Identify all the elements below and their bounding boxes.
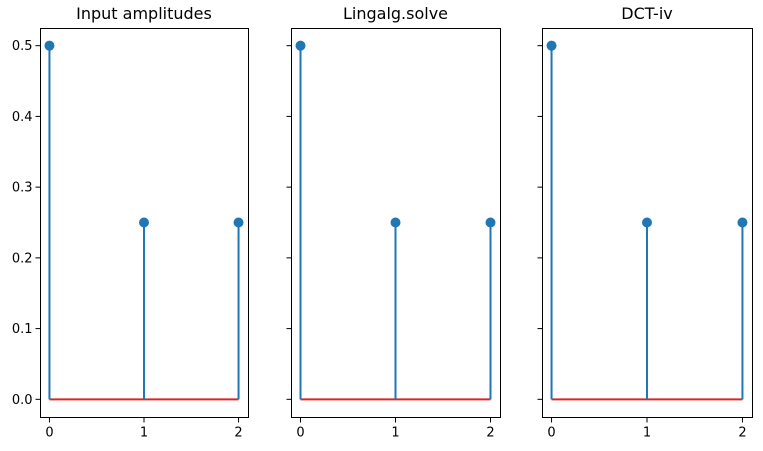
x-tick-label: 1 bbox=[391, 426, 399, 441]
y-tick-label: 0.3 bbox=[12, 181, 33, 196]
stem-marker-2 bbox=[485, 217, 496, 228]
axes-2: Lingalg.solve 0 1 2 bbox=[286, 4, 501, 441]
axes-title: DCT-iv bbox=[621, 4, 672, 23]
axes-1: Input amplitudes 0 1 2 0.0 0.1 0.2 0.3 0.4 0.5 bbox=[12, 4, 249, 441]
x-tick-label: 0 bbox=[45, 426, 53, 441]
y-tick-label: 0.1 bbox=[12, 322, 33, 337]
stem-marker-0 bbox=[546, 40, 557, 51]
y-tick-label: 0.4 bbox=[12, 110, 33, 125]
stem-marker-1 bbox=[642, 217, 652, 228]
y-tick-label: 0.2 bbox=[12, 251, 33, 266]
stem-marker-1 bbox=[139, 217, 149, 228]
x-tick-label: 1 bbox=[643, 426, 651, 441]
axes-title: Input amplitudes bbox=[76, 4, 212, 23]
y-tick-label: 0.0 bbox=[12, 393, 33, 408]
stem-marker-0 bbox=[44, 40, 55, 51]
stem-marker-2 bbox=[737, 217, 748, 228]
stem-marker-0 bbox=[295, 40, 306, 51]
x-tick-label: 0 bbox=[296, 426, 304, 441]
axes-title: Lingalg.solve bbox=[343, 4, 448, 23]
stem-marker-2 bbox=[233, 217, 244, 228]
x-tick-label: 1 bbox=[140, 426, 148, 441]
axes-container: Input amplitudes 0 1 2 0.0 0.1 0.2 0.3 0.4 0.5 Lin… bbox=[12, 4, 753, 441]
axes-3: DCT-iv 0 1 2 bbox=[537, 4, 753, 441]
y-tick-label: 0.5 bbox=[12, 39, 33, 54]
x-tick-label: 0 bbox=[547, 426, 555, 441]
x-tick-label: 2 bbox=[486, 426, 494, 441]
stem-marker-1 bbox=[390, 217, 401, 228]
x-tick-label: 2 bbox=[234, 426, 242, 441]
x-tick-label: 2 bbox=[738, 426, 746, 441]
